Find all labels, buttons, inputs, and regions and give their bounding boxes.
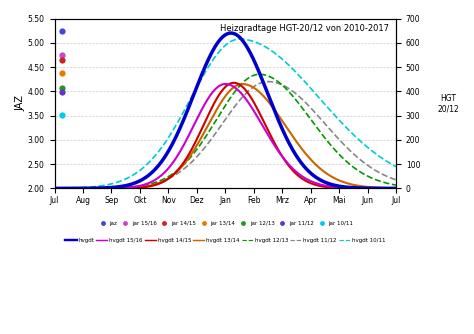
Legend: hvgdt, hvgdt 15/16, hvgdt 14/15, hvgdt 13/14, hvgdt 12/13, hvgdt 11/12, hvgdt 10: hvgdt, hvgdt 15/16, hvgdt 14/15, hvgdt 1… — [63, 235, 387, 245]
Text: Heizgradtage HGT-20/12 von 2010-2017: Heizgradtage HGT-20/12 von 2010-2017 — [220, 24, 389, 33]
Y-axis label: JAZ: JAZ — [15, 96, 25, 112]
Y-axis label: HGT
20/12: HGT 20/12 — [437, 94, 459, 113]
